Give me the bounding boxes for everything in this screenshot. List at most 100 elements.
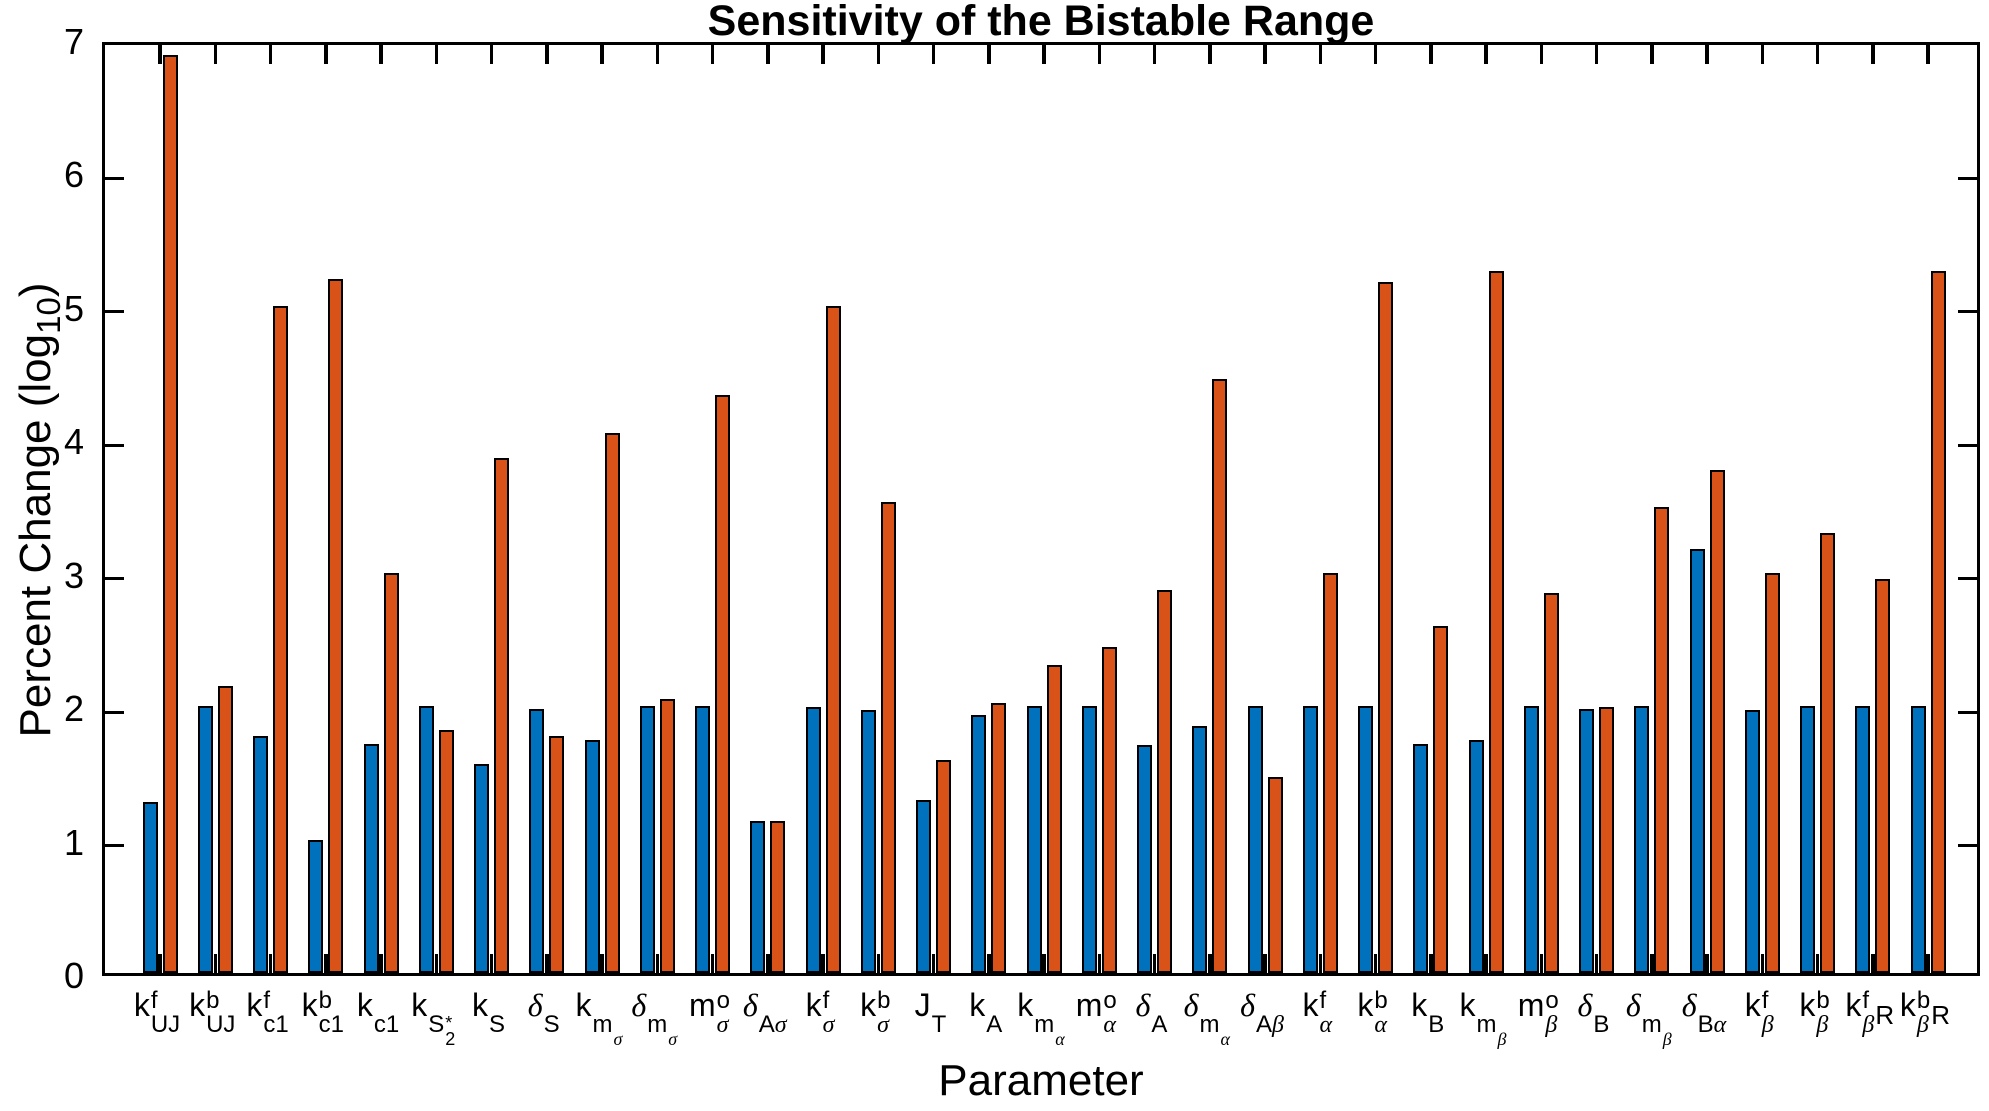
x-tick-mark [710, 954, 715, 973]
x-tick-mark [324, 45, 328, 64]
bar-series-1 [1302, 706, 1318, 973]
x-tick-mark [158, 45, 162, 64]
bar-series-2 [1488, 271, 1504, 973]
x-tick-mark [1815, 45, 1820, 64]
bar-series-2 [604, 432, 620, 973]
y-tick-label: 7 [63, 21, 84, 62]
bar-series-2 [217, 686, 233, 973]
bar-series-2 [1322, 572, 1338, 973]
bar-series-1 [916, 799, 931, 973]
bar-series-1 [1523, 706, 1539, 973]
x-tick-mark [489, 954, 494, 973]
x-tick-mark [1429, 45, 1433, 64]
x-tick-mark [876, 45, 880, 64]
x-tick-mark [1760, 954, 1764, 973]
x-tick-mark [931, 954, 936, 973]
bar-series-1 [1634, 706, 1650, 973]
x-category-label: k c1 [356, 987, 400, 1038]
bar-series-2 [1875, 579, 1891, 973]
bar-series-2 [1046, 664, 1062, 973]
y-tick-label: 1 [63, 821, 84, 863]
x-tick-mark [876, 954, 880, 973]
bar-series-1 [1744, 710, 1760, 973]
x-tick-mark [489, 45, 494, 64]
y-tick-label: 0 [63, 955, 84, 996]
bar-series-1 [363, 743, 379, 973]
x-tick-mark [213, 954, 217, 973]
bar-series-2 [715, 395, 730, 973]
x-tick-mark [987, 45, 991, 64]
y-tick-mark [1958, 443, 1977, 447]
bar-series-1 [805, 707, 821, 973]
x-tick-mark [1042, 954, 1046, 973]
bar-series-1 [529, 708, 545, 973]
bar-series-1 [971, 715, 987, 973]
bar-series-1 [750, 820, 766, 973]
x-tick-mark [1208, 954, 1212, 973]
x-tick-mark [1815, 954, 1820, 973]
bar-series-2 [1212, 379, 1228, 973]
x-tick-mark [821, 954, 825, 973]
x-category-label: k b c1 [301, 987, 344, 1038]
bar-series-1 [1247, 706, 1263, 973]
x-tick-mark [545, 45, 549, 64]
bar-series-1 [1855, 706, 1871, 973]
bar-series-2 [383, 572, 399, 973]
x-tick-mark [324, 954, 328, 973]
bar-series-2 [273, 305, 288, 973]
bar-series-1 [1800, 706, 1815, 973]
y-tick-mark [105, 310, 124, 314]
bar-series-2 [659, 699, 675, 973]
bar-series-2 [936, 759, 951, 973]
x-tick-mark [268, 45, 273, 64]
bar-series-2 [328, 279, 344, 973]
x-tick-mark [434, 45, 438, 64]
bar-series-2 [1433, 626, 1449, 973]
x-tick-mark [1760, 45, 1764, 64]
x-tick-mark [158, 954, 162, 973]
plot-area [102, 42, 1980, 976]
bar-series-2 [1157, 590, 1172, 973]
x-tick-mark [821, 45, 825, 64]
bar-series-2 [770, 820, 786, 973]
bar-series-2 [1930, 271, 1946, 973]
bar-series-1 [639, 706, 655, 973]
x-tick-mark [1650, 954, 1654, 973]
y-axis-label-text: Percent Change (log [11, 333, 60, 738]
x-tick-mark [1373, 45, 1378, 64]
bar-series-1 [1468, 739, 1484, 973]
y-tick-label: 6 [63, 154, 84, 196]
y-tick-mark [1958, 844, 1977, 848]
x-category-label: k S * 2 [411, 987, 456, 1049]
bar-series-2 [1709, 469, 1725, 973]
bar-series-2 [494, 457, 509, 973]
bar-series-2 [1654, 507, 1670, 973]
bar-series-1 [1137, 744, 1152, 973]
x-tick-mark [1484, 45, 1488, 64]
bar-series-2 [1599, 707, 1614, 973]
x-tick-mark [1263, 954, 1267, 973]
x-tick-mark [931, 45, 936, 64]
y-tick-mark [105, 844, 124, 848]
x-axis-label: Parameter [938, 1056, 1144, 1105]
x-tick-mark [1539, 45, 1543, 64]
y-tick-label: 5 [63, 287, 84, 329]
x-tick-mark [379, 45, 383, 64]
bar-series-2 [1764, 572, 1780, 973]
bar-series-2 [1820, 532, 1835, 973]
bar-series-1 [474, 763, 489, 973]
